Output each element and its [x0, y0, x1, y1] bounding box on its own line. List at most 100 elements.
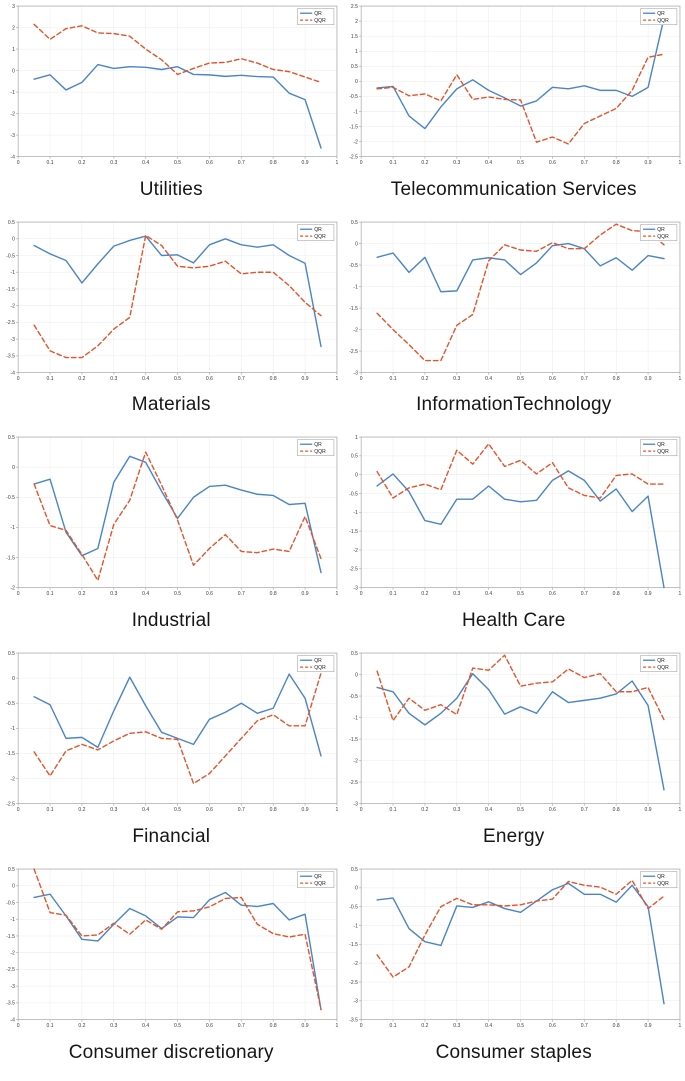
chart-cell-consumer-discretionary: 0 0.1 0.2 0.3 0.4 0.5 0.6 0.7 0.8 0.9 1 0.5 0 -0.5 -1 -… [2, 864, 341, 1080]
svg-text:0.5: 0.5 [8, 220, 15, 226]
svg-text:0.5: 0.5 [350, 220, 357, 226]
svg-text:0.8: 0.8 [612, 1023, 619, 1029]
svg-text:0: 0 [355, 241, 358, 247]
series-line-qqr [33, 451, 322, 582]
svg-text:0.9: 0.9 [302, 1023, 309, 1029]
svg-text:-1.5: -1.5 [349, 124, 358, 130]
svg-text:0.7: 0.7 [580, 160, 587, 166]
svg-text:0.4: 0.4 [142, 160, 149, 166]
series-line-qqr [375, 654, 665, 722]
svg-text:-1.5: -1.5 [6, 934, 15, 940]
svg-text:0.6: 0.6 [548, 807, 555, 813]
svg-text:0.1: 0.1 [389, 1023, 396, 1029]
svg-text:0.2: 0.2 [421, 1023, 428, 1029]
svg-text:0.9: 0.9 [644, 160, 651, 166]
chart-title: Telecommunication Services [390, 178, 637, 200]
svg-text:-1: -1 [10, 726, 15, 732]
svg-text:1: 1 [336, 376, 339, 382]
legend-label-qr: QR [314, 443, 322, 449]
chart-telecommunication-services: 0 0.1 0.2 0.3 0.4 0.5 0.6 0.7 0.8 0.9 1 2.5 2 1.5 1 0.5… [349, 4, 681, 166]
svg-text:1: 1 [678, 591, 681, 597]
svg-text:1.5: 1.5 [350, 34, 357, 40]
svg-text:0.5: 0.5 [517, 160, 524, 166]
svg-text:1: 1 [336, 1023, 339, 1029]
svg-text:-2.5: -2.5 [349, 980, 358, 986]
svg-text:0.7: 0.7 [580, 376, 587, 382]
svg-text:0.4: 0.4 [485, 591, 492, 597]
svg-text:0.5: 0.5 [8, 435, 15, 441]
svg-text:1: 1 [355, 49, 358, 55]
svg-text:0.6: 0.6 [548, 591, 555, 597]
svg-text:0.7: 0.7 [238, 160, 245, 166]
svg-text:0.1: 0.1 [47, 591, 54, 597]
chart-energy: 0 0.1 0.2 0.3 0.4 0.5 0.6 0.7 0.8 0.9 1 0.5 0 -0.5 -1 -… [349, 651, 681, 813]
svg-text:0.8: 0.8 [612, 160, 619, 166]
svg-text:-2: -2 [10, 950, 15, 956]
series-line-qr [33, 235, 322, 347]
svg-text:0.7: 0.7 [580, 807, 587, 813]
svg-text:0.6: 0.6 [206, 1023, 213, 1029]
svg-text:-0.5: -0.5 [6, 900, 15, 906]
svg-text:-1.5: -1.5 [349, 737, 358, 743]
svg-text:0.3: 0.3 [453, 591, 460, 597]
svg-text:1: 1 [12, 47, 15, 53]
svg-text:0.5: 0.5 [517, 376, 524, 382]
svg-text:-0.5: -0.5 [6, 496, 15, 502]
svg-text:-3.5: -3.5 [6, 353, 15, 359]
svg-text:0: 0 [12, 236, 15, 242]
svg-text:0.3: 0.3 [110, 160, 117, 166]
svg-text:-2: -2 [10, 586, 15, 592]
chart-title: Health Care [461, 610, 566, 632]
svg-text:0.1: 0.1 [389, 376, 396, 382]
chart-title: InformationTechnology [416, 394, 612, 416]
series-line-qr [375, 882, 665, 1005]
svg-text:0.2: 0.2 [421, 160, 428, 166]
chart-title: Industrial [131, 610, 211, 632]
svg-text:-4: -4 [10, 154, 15, 160]
svg-text:-0.5: -0.5 [6, 701, 15, 707]
svg-text:-0.5: -0.5 [6, 253, 15, 259]
series-line-qqr [375, 443, 665, 500]
svg-text:0.7: 0.7 [238, 1023, 245, 1029]
svg-text:0.5: 0.5 [350, 64, 357, 70]
legend-label-qqr: QQR [314, 881, 326, 887]
svg-text:-2.5: -2.5 [6, 967, 15, 973]
svg-text:-1: -1 [353, 284, 358, 290]
svg-text:0.2: 0.2 [78, 160, 85, 166]
svg-text:1: 1 [678, 807, 681, 813]
svg-text:0.8: 0.8 [612, 807, 619, 813]
svg-text:0: 0 [17, 376, 20, 382]
svg-text:0: 0 [12, 884, 15, 890]
svg-text:-2.5: -2.5 [349, 349, 358, 355]
svg-text:0.2: 0.2 [78, 807, 85, 813]
svg-text:0.5: 0.5 [174, 376, 181, 382]
svg-text:-2: -2 [10, 111, 15, 117]
svg-text:0.4: 0.4 [142, 807, 149, 813]
svg-text:0.8: 0.8 [270, 591, 277, 597]
svg-text:0.5: 0.5 [350, 454, 357, 460]
svg-text:-3.5: -3.5 [6, 1001, 15, 1007]
legend-label-qqr: QQR [657, 18, 669, 24]
svg-text:0: 0 [355, 886, 358, 892]
svg-text:0.1: 0.1 [389, 160, 396, 166]
svg-text:-2: -2 [10, 777, 15, 783]
series-line-qr [33, 63, 322, 149]
svg-text:0.3: 0.3 [110, 1023, 117, 1029]
svg-text:-1.5: -1.5 [349, 529, 358, 535]
svg-text:0.9: 0.9 [644, 591, 651, 597]
chart-title: Consumer staples [435, 1041, 592, 1063]
svg-text:0.8: 0.8 [270, 1023, 277, 1029]
svg-text:0: 0 [12, 676, 15, 682]
svg-text:0.7: 0.7 [238, 591, 245, 597]
svg-text:3: 3 [12, 4, 15, 10]
svg-text:1: 1 [336, 591, 339, 597]
svg-text:0.9: 0.9 [302, 376, 309, 382]
chart-cell-industrial: 0 0.1 0.2 0.3 0.4 0.5 0.6 0.7 0.8 0.9 1 0.5 0 -0.5 -1 -… [2, 432, 341, 648]
series-line-qqr [375, 223, 665, 361]
